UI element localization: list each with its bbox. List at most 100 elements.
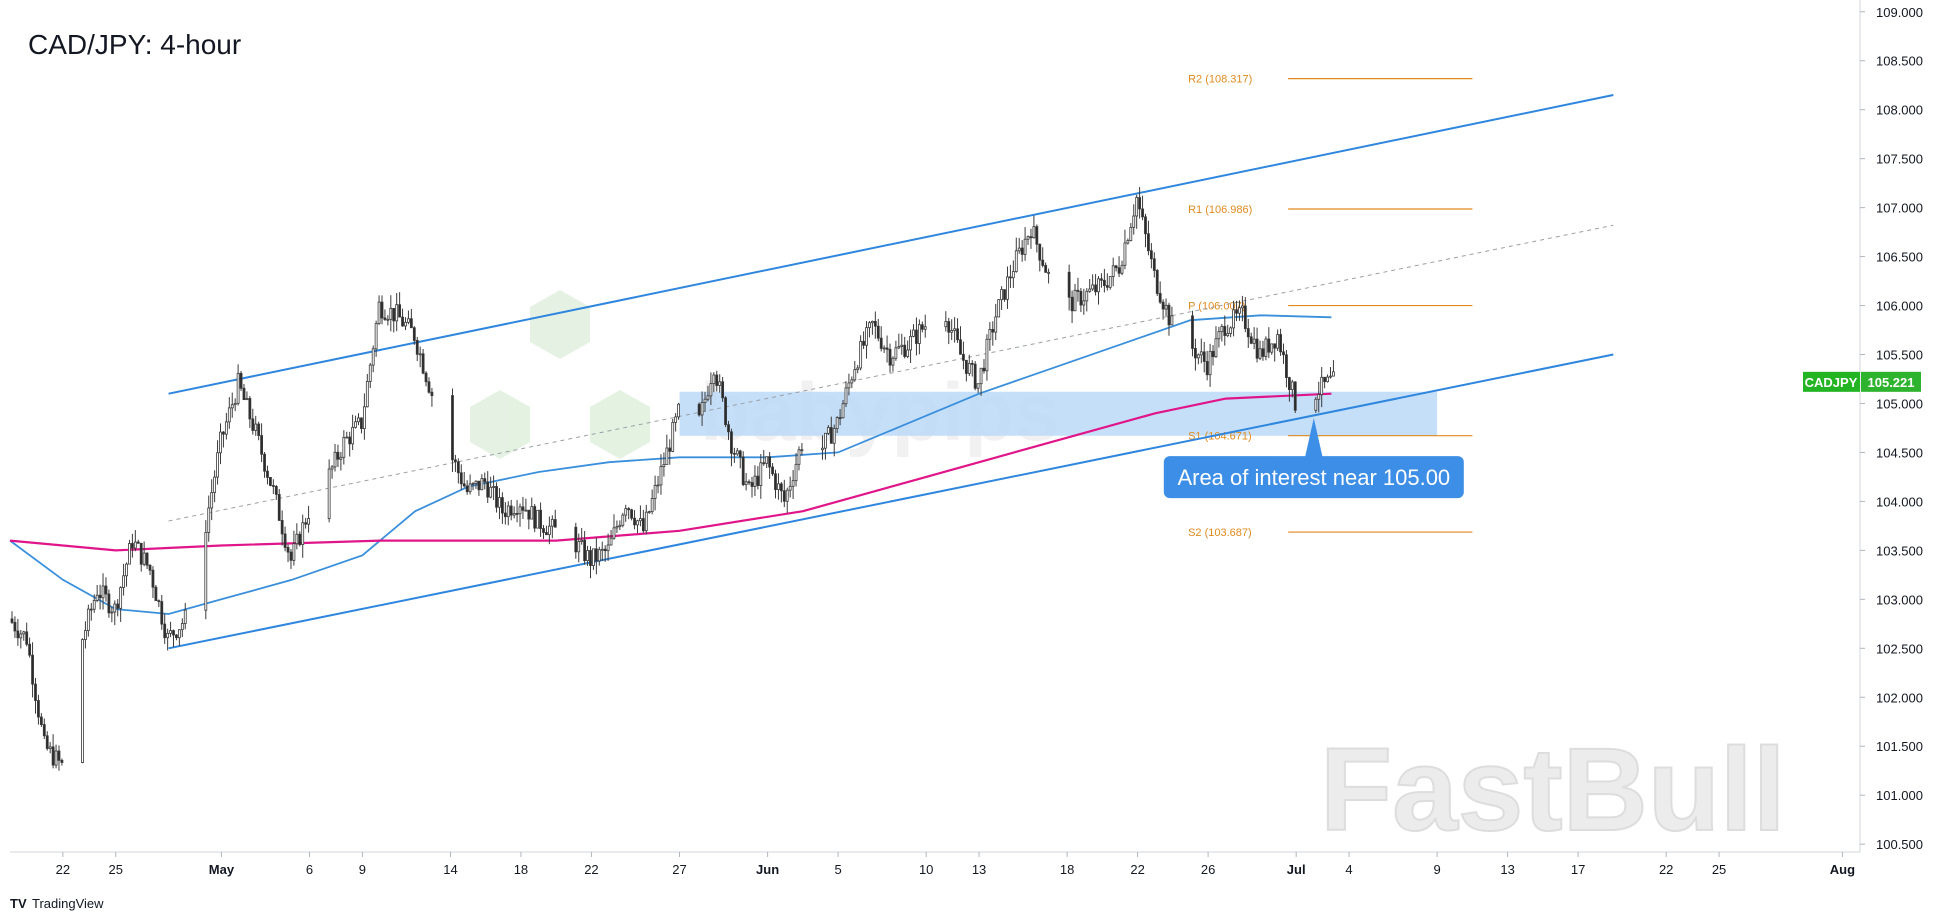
candle-body [136,541,140,544]
candle-body [386,318,390,321]
candle-body [1141,208,1144,218]
candle-body [1287,377,1291,391]
x-tick-label: 17 [1571,862,1585,877]
candle-body [533,506,537,529]
candle-body [903,344,907,357]
candle-body [650,498,654,512]
candle-body [962,353,965,361]
candle-body [1088,288,1092,292]
candle-body [368,364,372,382]
candle-body [404,321,407,327]
candle-body [1011,271,1015,279]
candle-body [1020,247,1024,255]
candle-body [841,403,845,419]
candle-body [1108,276,1112,288]
candle-body [671,422,675,452]
x-tick-label: Jun [756,862,779,877]
candle-body [997,299,1001,318]
candle-body [216,452,219,478]
annotation-text: Area of interest near 105.00 [1177,465,1450,490]
annotation-arrow [1304,418,1323,459]
candle-body [844,387,848,405]
candle-body [95,594,99,601]
candle-body [615,526,619,529]
candle-body [81,639,84,763]
candle-body [289,551,293,561]
candle-body [345,436,349,439]
candle-body [1144,216,1147,235]
candle-body [307,518,310,525]
candle-body [351,426,355,445]
candle-body [1026,236,1030,240]
candle-body [1293,381,1297,411]
candle-body [145,552,149,566]
candle-body [498,497,501,508]
candle-body [721,381,725,399]
y-tick-label: 102.500 [1876,641,1923,656]
candle-body [618,524,622,527]
candle-body [60,759,64,763]
candle-body [148,564,152,571]
candle-body [1232,309,1235,329]
candle-body [829,427,833,444]
candle-body [1261,348,1265,357]
candle-body [274,486,278,495]
candle-body [589,550,592,566]
candle-body [251,418,255,431]
x-tick-label: 25 [108,862,122,877]
candle-body [917,324,921,344]
x-tick-label: 14 [443,862,457,877]
candle-body [988,328,992,340]
candle-body [222,431,225,435]
candle-body [586,550,589,562]
candle-body [1044,264,1048,273]
candle-body [57,750,61,761]
candle-body [894,347,898,359]
candle-body [500,497,504,514]
candle-body [266,470,269,478]
y-tick-label: 103.000 [1876,592,1923,607]
candle-body [979,367,983,385]
candle-body [374,323,378,350]
candle-body [392,307,396,322]
price-channel [168,94,1614,650]
candle-body [183,609,187,624]
candle-body [1129,226,1133,241]
candle-body [357,417,360,423]
candle-body [1320,376,1324,395]
candle-body [34,683,37,701]
candle-body [295,533,299,545]
candle-body [973,363,977,389]
candle-body [668,447,672,452]
candle-body [994,316,998,333]
candle-body [401,316,404,327]
candle-body [953,328,957,331]
candle-body [245,398,249,401]
candle-body [142,552,146,565]
candles [10,187,1335,771]
candle-body [283,533,287,548]
candle-body [1009,276,1012,279]
candle-body [530,506,534,520]
candle-body [1329,375,1332,378]
candle-body [327,468,331,519]
candle-body [1276,334,1280,349]
candle-body [574,526,578,553]
y-tick-label: 106.000 [1876,299,1923,314]
y-tick-label: 101.000 [1876,788,1923,803]
candle-body [286,547,290,553]
candle-body [407,318,410,323]
candle-body [759,462,763,486]
candle-body [13,621,17,632]
pivot-label: S2 (103.687) [1188,527,1252,539]
candle-body [1326,376,1329,383]
candle-body [821,447,824,451]
candle-body [870,320,874,324]
candle-body [1220,325,1224,333]
candle-body [1138,197,1142,210]
candle-body [674,416,678,423]
candle-body [1255,338,1259,359]
candle-body [1205,361,1209,376]
candle-body [947,321,951,333]
